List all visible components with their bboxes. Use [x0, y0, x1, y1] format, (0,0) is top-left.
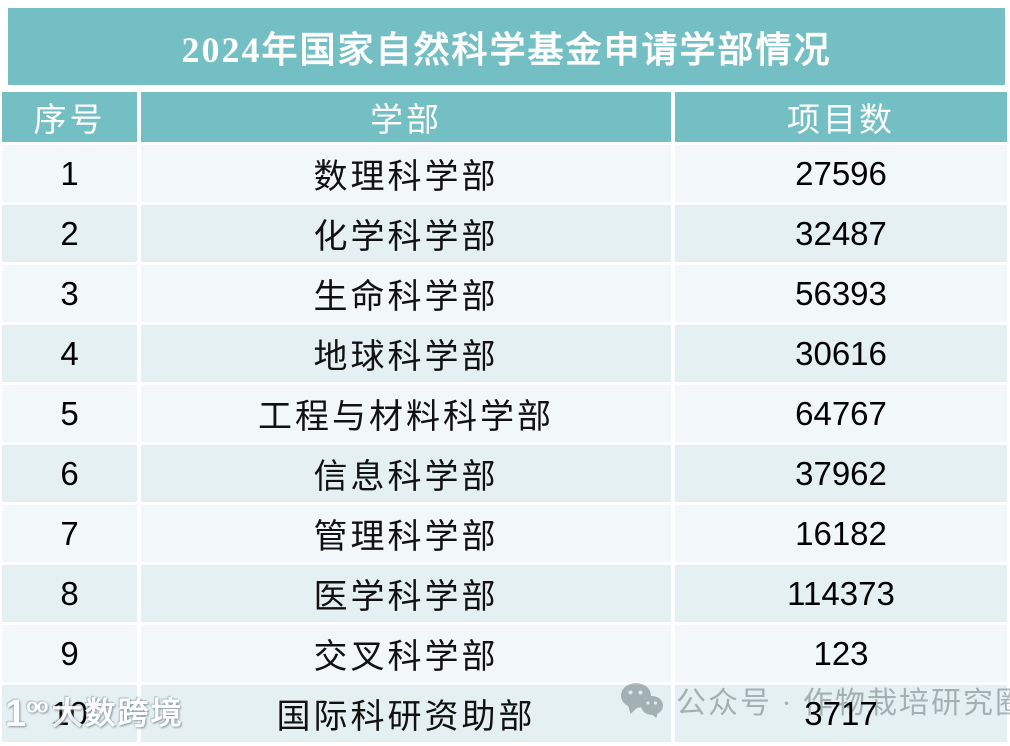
cell-dept: 国际科研资助部	[141, 685, 671, 742]
cell-seq: 2	[2, 205, 137, 262]
cell-count: 30616	[675, 325, 1007, 382]
cell-dept: 交叉科学部	[141, 625, 671, 682]
cell-count: 37962	[675, 445, 1007, 502]
cell-count: 16182	[675, 505, 1007, 562]
cell-dept: 数理科学部	[141, 145, 671, 202]
cell-seq: 8	[2, 565, 137, 622]
cell-dept: 工程与材料科学部	[141, 385, 671, 442]
cell-count: 27596	[675, 145, 1007, 202]
table-row: 4 地球科学部 30616	[2, 325, 1007, 382]
table-row: 3 生命科学部 56393	[2, 265, 1007, 322]
cell-seq: 5	[2, 385, 137, 442]
cell-dept: 化学科学部	[141, 205, 671, 262]
cell-seq: 9	[2, 625, 137, 682]
cell-seq: 4	[2, 325, 137, 382]
cell-count: 56393	[675, 265, 1007, 322]
cell-seq: 10	[2, 685, 137, 742]
cell-dept: 地球科学部	[141, 325, 671, 382]
cell-count: 3717	[675, 685, 1007, 742]
funding-departments-table: 序号 学部 项目数 1 数理科学部 27596 2 化学科学部 32487 3 …	[2, 92, 1007, 742]
table-row: 2 化学科学部 32487	[2, 205, 1007, 262]
table-row: 1 数理科学部 27596	[2, 145, 1007, 202]
cell-seq: 3	[2, 265, 137, 322]
page-title: 2024年国家自然科学基金申请学部情况	[181, 29, 832, 70]
table-title-bar: 2024年国家自然科学基金申请学部情况	[8, 8, 1005, 85]
table-row: 8 医学科学部 114373	[2, 565, 1007, 622]
cell-seq: 1	[2, 145, 137, 202]
cell-seq: 6	[2, 445, 137, 502]
table-header-row: 序号 学部 项目数	[2, 92, 1007, 142]
cell-dept: 生命科学部	[141, 265, 671, 322]
table-row: 9 交叉科学部 123	[2, 625, 1007, 682]
cell-dept: 医学科学部	[141, 565, 671, 622]
cell-count: 64767	[675, 385, 1007, 442]
table-row: 7 管理科学部 16182	[2, 505, 1007, 562]
table-row: 10 国际科研资助部 3717	[2, 685, 1007, 742]
header-cell-count: 项目数	[675, 92, 1007, 142]
header-cell-seq: 序号	[2, 92, 137, 142]
table-row: 5 工程与材料科学部 64767	[2, 385, 1007, 442]
cell-count: 114373	[675, 565, 1007, 622]
header-cell-dept: 学部	[141, 92, 671, 142]
cell-count: 123	[675, 625, 1007, 682]
cell-seq: 7	[2, 505, 137, 562]
cell-count: 32487	[675, 205, 1007, 262]
table-row: 6 信息科学部 37962	[2, 445, 1007, 502]
cell-dept: 管理科学部	[141, 505, 671, 562]
cell-dept: 信息科学部	[141, 445, 671, 502]
